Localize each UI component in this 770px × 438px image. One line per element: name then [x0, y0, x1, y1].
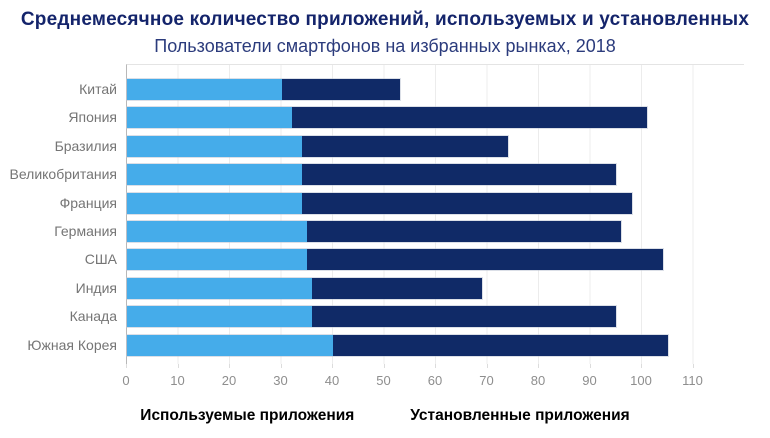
bar: [127, 192, 632, 214]
used-segment: [127, 164, 303, 186]
category-label: Китай: [79, 81, 117, 97]
x-tick-mark: [435, 363, 436, 368]
bar-row: Индия: [76, 277, 744, 299]
used-segment: [127, 192, 303, 214]
used-segment: [127, 135, 303, 157]
chart-title: Среднемесячное количество приложений, ис…: [20, 9, 750, 30]
x-axis: 0 10 20 30 40 50 60 70 80 90 100 110: [122, 363, 744, 394]
x-tick-label: 100: [630, 372, 652, 388]
bar: [127, 306, 617, 328]
bar-row: Китай: [79, 79, 744, 100]
bar-row: Великобритания: [9, 164, 744, 186]
x-tick-mark: [486, 363, 488, 368]
x-tick-mark: [538, 363, 539, 368]
installed-segment: [302, 135, 509, 157]
x-tick-label: 50: [376, 372, 391, 388]
x-tick-mark: [229, 363, 230, 368]
bar-row: Германия: [54, 220, 744, 242]
page: Среднемесячное количество приложений, ис…: [0, 9, 770, 438]
x-tick-label: 70: [479, 372, 494, 388]
x-tick-mark: [332, 363, 333, 368]
used-segment: [127, 334, 333, 356]
used-segment: [127, 220, 308, 242]
bar-row: США: [85, 249, 744, 271]
x-tick-mark: [126, 363, 127, 368]
category-label: США: [84, 251, 117, 268]
bar: [127, 107, 648, 129]
bar: [127, 164, 617, 186]
used-segment: [127, 107, 292, 129]
bar: [127, 79, 400, 100]
bar-row: Бразилия: [55, 135, 744, 157]
x-tick-label: 10: [170, 372, 185, 388]
x-tick-label: 20: [221, 372, 237, 388]
x-tick-mark: [280, 363, 282, 368]
category-label: Япония: [68, 109, 117, 126]
used-segment: [127, 277, 313, 299]
x-tick-mark: [177, 363, 179, 368]
bar-chart: Китай Япония Бразилия Великобритания Франция…: [0, 64, 770, 394]
legend-installed-label: Установленные приложения: [410, 406, 630, 424]
x-tick-label: 60: [427, 372, 443, 388]
x-tick-label: 110: [682, 372, 703, 388]
bar-row: Южная Корея: [27, 334, 744, 356]
x-tick-label: 90: [582, 372, 597, 388]
x-tick-label: 0: [122, 372, 130, 388]
legend: Используемые приложения Установленные пр…: [0, 407, 770, 425]
x-tick-label: 30: [273, 372, 288, 388]
bar: [127, 220, 622, 242]
legend-used-label: Используемые приложения: [140, 406, 355, 424]
installed-segment: [302, 192, 632, 214]
category-label: Франция: [59, 194, 117, 211]
category-label: Великобритания: [9, 166, 117, 183]
bar-row: Франция: [60, 192, 744, 214]
installed-segment: [302, 164, 617, 186]
chart-subtitle: Пользователи смартфонов на избранных рын…: [154, 36, 616, 56]
category-label: Канада: [69, 308, 117, 325]
used-segment: [127, 79, 282, 100]
x-tick-label: 80: [530, 372, 546, 388]
installed-segment: [281, 79, 400, 100]
bar-row: Канада: [70, 306, 744, 328]
category-label: Германия: [54, 222, 117, 239]
installed-segment: [312, 277, 483, 299]
bar: [127, 135, 509, 157]
installed-segment: [312, 306, 617, 328]
x-tick-mark: [383, 363, 385, 368]
installed-segment: [307, 220, 622, 242]
used-segment: [127, 306, 313, 328]
used-segment: [127, 249, 308, 271]
installed-segment: [333, 334, 668, 356]
x-tick-mark: [641, 363, 642, 368]
installed-segment: [307, 249, 663, 271]
bar-row: Япония: [68, 107, 744, 129]
x-tick-label: 40: [324, 372, 340, 388]
installed-segment: [291, 107, 648, 129]
x-tick-mark: [589, 363, 591, 368]
bar: [127, 249, 663, 271]
bar: [127, 334, 668, 356]
category-label: Бразилия: [54, 137, 117, 154]
category-label: Индия: [75, 279, 117, 296]
plot-area: Китай Япония Бразилия Великобритания Франция…: [9, 64, 744, 364]
category-label: Южная Корея: [27, 336, 117, 353]
bar: [127, 277, 483, 299]
x-tick-mark: [692, 363, 694, 368]
